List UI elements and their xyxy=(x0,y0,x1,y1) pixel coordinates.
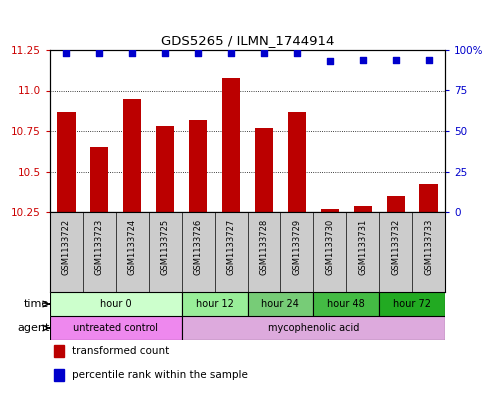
Text: GSM1133730: GSM1133730 xyxy=(325,219,334,275)
Text: mycophenolic acid: mycophenolic acid xyxy=(268,323,359,333)
Point xyxy=(326,58,334,64)
Bar xyxy=(354,206,372,212)
Bar xyxy=(54,369,64,381)
Point xyxy=(392,57,399,63)
Text: GSM1133733: GSM1133733 xyxy=(424,219,433,275)
Bar xyxy=(420,184,438,212)
Text: hour 12: hour 12 xyxy=(196,299,233,309)
Text: time: time xyxy=(24,299,49,309)
Bar xyxy=(50,316,182,340)
Text: GSM1133726: GSM1133726 xyxy=(194,219,203,275)
Bar xyxy=(247,292,313,316)
Text: GSM1133727: GSM1133727 xyxy=(227,219,236,275)
Text: GSM1133725: GSM1133725 xyxy=(161,219,170,275)
Bar xyxy=(182,292,247,316)
Bar xyxy=(386,196,405,212)
Point xyxy=(227,50,235,56)
Text: GSM1133728: GSM1133728 xyxy=(259,219,269,275)
Bar xyxy=(123,99,142,212)
Bar xyxy=(189,119,207,212)
Text: GSM1133722: GSM1133722 xyxy=(62,219,71,275)
Point xyxy=(161,50,169,56)
Text: GSM1133731: GSM1133731 xyxy=(358,219,367,275)
Text: hour 72: hour 72 xyxy=(393,299,431,309)
Bar xyxy=(50,292,182,316)
Bar xyxy=(222,77,240,212)
Bar xyxy=(182,316,445,340)
Text: percentile rank within the sample: percentile rank within the sample xyxy=(71,370,248,380)
Bar xyxy=(156,126,174,212)
Point xyxy=(194,50,202,56)
Text: GSM1133732: GSM1133732 xyxy=(391,219,400,275)
Bar xyxy=(90,147,108,212)
Point xyxy=(96,50,103,56)
Bar xyxy=(321,209,339,212)
Point xyxy=(293,50,301,56)
Point xyxy=(63,50,71,56)
Bar xyxy=(57,112,75,212)
Point xyxy=(425,57,432,63)
Bar xyxy=(54,345,64,357)
Title: GDS5265 / ILMN_1744914: GDS5265 / ILMN_1744914 xyxy=(161,35,334,48)
Point xyxy=(359,57,367,63)
Text: hour 0: hour 0 xyxy=(100,299,132,309)
Point xyxy=(128,50,136,56)
Text: hour 48: hour 48 xyxy=(327,299,365,309)
Bar xyxy=(313,292,379,316)
Text: hour 24: hour 24 xyxy=(261,299,299,309)
Bar xyxy=(255,128,273,212)
Bar xyxy=(379,292,445,316)
Bar xyxy=(288,112,306,212)
Text: untreated control: untreated control xyxy=(73,323,158,333)
Text: GSM1133729: GSM1133729 xyxy=(292,219,301,275)
Text: agent: agent xyxy=(17,323,49,333)
Point xyxy=(260,50,268,56)
Text: GSM1133724: GSM1133724 xyxy=(128,219,137,275)
Text: GSM1133723: GSM1133723 xyxy=(95,219,104,275)
Text: transformed count: transformed count xyxy=(71,346,169,356)
